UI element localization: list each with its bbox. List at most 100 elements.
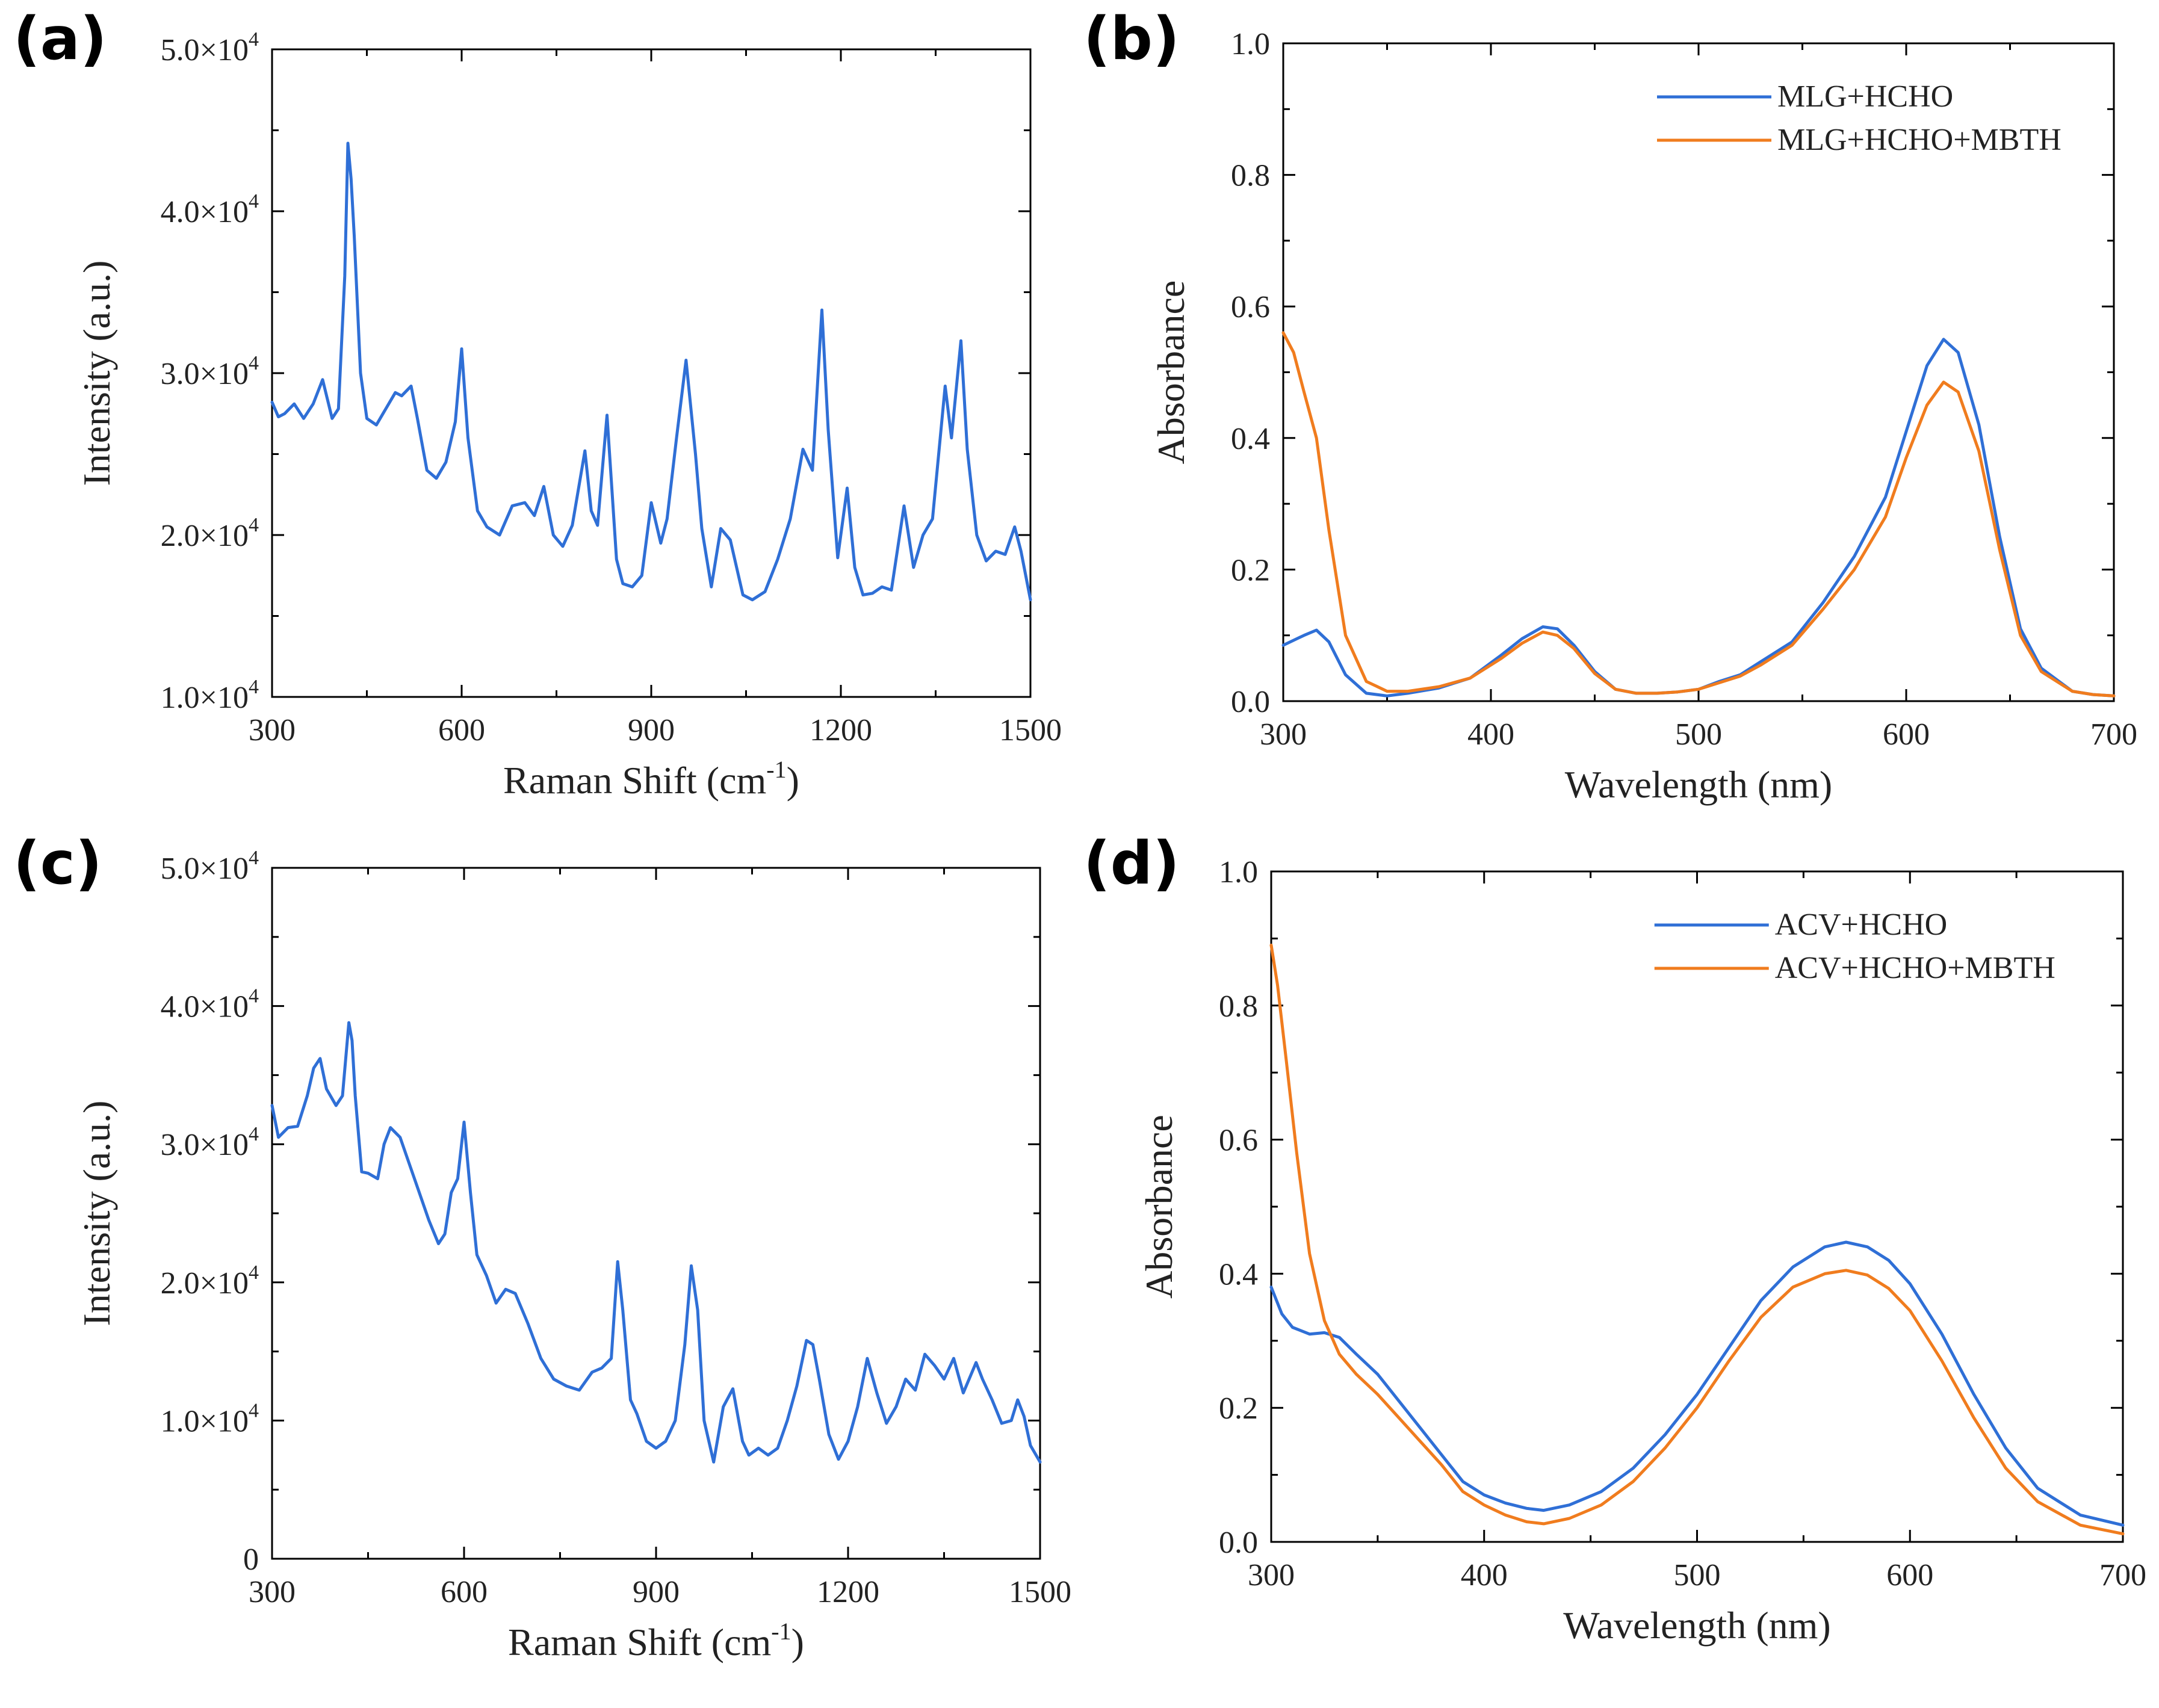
y-tick-label: 0.0	[1219, 1526, 1258, 1560]
x-tick-label: 900	[628, 713, 675, 747]
x-axis-title-end: )	[787, 759, 799, 802]
y-tick-mantissa: 1.0×10	[161, 681, 249, 715]
y-tick-exponent: 4	[249, 1399, 259, 1422]
x-axis-title: Wavelength (nm)	[1563, 1604, 1830, 1647]
x-axis-title-text: Wavelength (nm)	[1563, 1604, 1830, 1647]
panel-label: (c)	[13, 829, 102, 898]
panel-label: (b)	[1083, 5, 1180, 73]
series-line-2	[1269, 944, 2125, 1536]
panel-label: (a)	[13, 5, 107, 73]
legend-label: MLG+HCHO+MBTH	[1777, 123, 2061, 157]
y-tick-label: 0.6	[1219, 1124, 1258, 1158]
y-axis-title: Absorbance	[1150, 280, 1192, 465]
x-axis-title: Raman Shift (cm-1)	[508, 1618, 804, 1663]
y-tick-exponent: 4	[249, 514, 259, 536]
legend-label: MLG+HCHO	[1777, 79, 1953, 114]
y-tick-mantissa: 5.0×10	[161, 33, 249, 67]
y-tick-label: 1.0	[1219, 855, 1258, 890]
y-tick-label: 2.0×104	[161, 1261, 259, 1301]
y-tick-label: 0	[243, 1542, 259, 1577]
legend-label: ACV+HCHO+MBTH	[1775, 951, 2055, 985]
y-tick-exponent: 4	[249, 847, 259, 869]
x-tick-label: 500	[1674, 1558, 1721, 1592]
x-axis-title: Raman Shift (cm-1)	[503, 756, 799, 802]
y-tick-mantissa: 0	[243, 1542, 259, 1577]
y-axis-title: Intensity (a.u.)	[75, 261, 118, 486]
y-tick-label: 0.4	[1231, 422, 1270, 456]
y-tick-label: 0.2	[1231, 553, 1270, 587]
y-tick-mantissa: 5.0×10	[161, 852, 249, 886]
y-tick-label: 0.8	[1231, 159, 1270, 193]
y-tick-mantissa: 4.0×10	[161, 990, 249, 1024]
plot-frame	[271, 48, 1032, 698]
x-tick-label: 300	[1260, 717, 1307, 752]
y-tick-label: 0.6	[1231, 290, 1270, 324]
x-tick-label: 300	[249, 1575, 296, 1609]
x-tick-label: 700	[2090, 717, 2137, 752]
y-tick-label: 1.0×104	[161, 676, 259, 715]
x-axis-title-sup: -1	[766, 756, 786, 783]
legend-label: ACV+HCHO	[1775, 908, 1947, 942]
y-tick-label: 1.0×104	[161, 1399, 259, 1438]
x-tick-label: 600	[1886, 1558, 1933, 1592]
y-tick-mantissa: 1.0×10	[161, 1404, 249, 1438]
y-tick-exponent: 4	[249, 676, 259, 698]
series-line-2	[1281, 331, 2116, 698]
series-line-1	[270, 1021, 1042, 1464]
x-tick-label: 400	[1467, 717, 1514, 752]
x-axis-title-text: Raman Shift (cm	[508, 1621, 771, 1663]
x-axis-title: Wavelength (nm)	[1565, 763, 1832, 806]
x-axis-title-sup: -1	[771, 1618, 791, 1645]
y-tick-exponent: 4	[249, 190, 259, 212]
x-tick-label: 300	[249, 713, 296, 747]
x-tick-label: 600	[441, 1575, 488, 1609]
y-tick-label: 5.0×104	[161, 847, 259, 886]
y-tick-label: 3.0×104	[161, 1123, 259, 1162]
y-tick-label: 0.0	[1231, 685, 1270, 719]
y-axis-title: Intensity (a.u.)	[75, 1101, 118, 1326]
y-tick-exponent: 4	[249, 28, 259, 51]
y-tick-label: 5.0×104	[161, 28, 259, 67]
y-tick-label: 3.0×104	[161, 352, 259, 391]
panel-a-raman: (a)300 600 900 1200 15001.0×1042.0×1043.0×10…	[13, 5, 1062, 802]
y-tick-exponent: 4	[249, 985, 259, 1007]
y-tick-exponent: 4	[249, 352, 259, 374]
legend: MLG+HCHO MLG+HCHO+MBTH	[1657, 79, 2061, 157]
panel-c-raman: (c)300 600 900 1200 150001.0×1042.0×1043.0×1…	[13, 829, 1071, 1663]
x-tick-label: 600	[1883, 717, 1930, 752]
legend: ACV+HCHO ACV+HCHO+MBTH	[1654, 908, 2055, 985]
y-tick-mantissa: 2.0×10	[161, 519, 249, 553]
x-axis-title-end: )	[791, 1621, 804, 1663]
plot-frame	[271, 867, 1041, 1560]
y-tick-label: 4.0×104	[161, 190, 259, 229]
x-tick-label: 500	[1675, 717, 1722, 752]
y-tick-mantissa: 3.0×10	[161, 357, 249, 391]
x-tick-label: 700	[2099, 1558, 2146, 1592]
y-tick-label: 4.0×104	[161, 985, 259, 1024]
series-line-1	[1281, 338, 2116, 698]
panel-d-absorbance: (d) 300 400 500 600 700 0.0 0.2 0.4 0.6 0.8 1.0 Wave…	[1083, 829, 2146, 1647]
y-tick-exponent: 4	[249, 1261, 259, 1284]
x-tick-label: 600	[438, 713, 485, 747]
series-line-1	[1269, 1240, 2125, 1527]
x-tick-label: 1500	[999, 713, 1062, 747]
x-tick-label: 1200	[817, 1575, 879, 1609]
y-tick-label: 0.2	[1219, 1391, 1258, 1426]
panel-b-absorbance: (b) 300 400 500 600 700 0.0 0.2 0.4 0.6 0.8 1.0 Wave…	[1083, 5, 2137, 806]
y-tick-label: 0.4	[1219, 1257, 1258, 1292]
y-tick-mantissa: 2.0×10	[161, 1266, 249, 1301]
x-axis-title-text: Raman Shift (cm	[503, 759, 766, 802]
y-tick-label: 2.0×104	[161, 514, 259, 553]
y-tick-mantissa: 3.0×10	[161, 1128, 249, 1162]
y-tick-exponent: 4	[249, 1123, 259, 1145]
x-tick-label: 900	[633, 1575, 680, 1609]
x-tick-label: 1200	[810, 713, 872, 747]
series-line-1	[270, 141, 1032, 602]
x-tick-label: 300	[1248, 1558, 1295, 1592]
x-tick-label: 1500	[1009, 1575, 1071, 1609]
y-tick-label: 0.8	[1219, 989, 1258, 1024]
y-axis-title: Absorbance	[1138, 1115, 1180, 1299]
y-tick-label: 1.0	[1231, 27, 1270, 61]
x-tick-label: 400	[1461, 1558, 1508, 1592]
